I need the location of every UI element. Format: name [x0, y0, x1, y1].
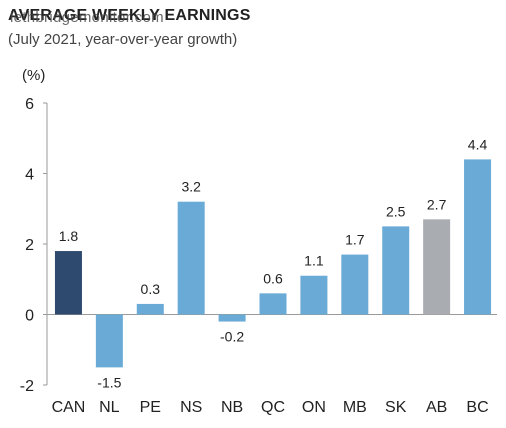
x-tick-label-nb: NB — [221, 399, 243, 416]
data-label-ns: 3.2 — [181, 179, 201, 195]
x-tick-label-ns: NS — [180, 399, 202, 416]
y-axis-unit-label: (%) — [22, 67, 46, 84]
data-label-qc: 0.6 — [263, 270, 283, 286]
x-tick-label-can: CAN — [52, 399, 86, 416]
bar-bc — [464, 159, 492, 315]
data-label-on: 1.1 — [304, 253, 324, 269]
chart-subtitle: (July 2021, year-over-year growth) — [8, 31, 238, 48]
data-label-ab: 2.7 — [427, 196, 447, 212]
bar-pe — [136, 303, 164, 315]
y-tick-label: 4 — [25, 167, 34, 184]
data-label-nl: -1.5 — [97, 374, 121, 390]
x-tick-label-bc: BC — [466, 399, 488, 416]
x-tick-label-nl: NL — [99, 399, 120, 416]
bar-nb — [218, 314, 246, 322]
bar-ab — [423, 219, 451, 315]
y-tick-label: 6 — [25, 96, 34, 113]
watermark: lethbridgemonitor.com — [10, 9, 164, 26]
data-label-sk: 2.5 — [386, 203, 406, 219]
x-tick-label-qc: QC — [261, 399, 285, 416]
data-label-can: 1.8 — [59, 228, 79, 244]
x-tick-label-on: ON — [302, 399, 326, 416]
x-tick-label-pe: PE — [140, 399, 161, 416]
bar-qc — [259, 293, 287, 315]
y-tick-label: 2 — [25, 237, 34, 254]
bar-ns — [177, 201, 205, 315]
y-tick-label: -2 — [20, 378, 34, 395]
bar-nl — [95, 314, 123, 368]
x-tick-label-sk: SK — [385, 399, 407, 416]
data-label-mb: 1.7 — [345, 232, 365, 248]
bar-on — [300, 275, 328, 315]
data-label-bc: 4.4 — [468, 136, 488, 152]
x-tick-label-ab: AB — [426, 399, 447, 416]
bar-sk — [382, 226, 410, 315]
x-tick-label-mb: MB — [343, 399, 367, 416]
bar-can — [54, 251, 82, 315]
bar-mb — [341, 254, 369, 315]
data-label-nb: -0.2 — [220, 329, 244, 345]
chart-title: AVERAGE WEEKLY EARNINGS — [8, 7, 251, 24]
data-label-pe: 0.3 — [141, 281, 161, 297]
y-tick-label: 0 — [25, 308, 34, 325]
